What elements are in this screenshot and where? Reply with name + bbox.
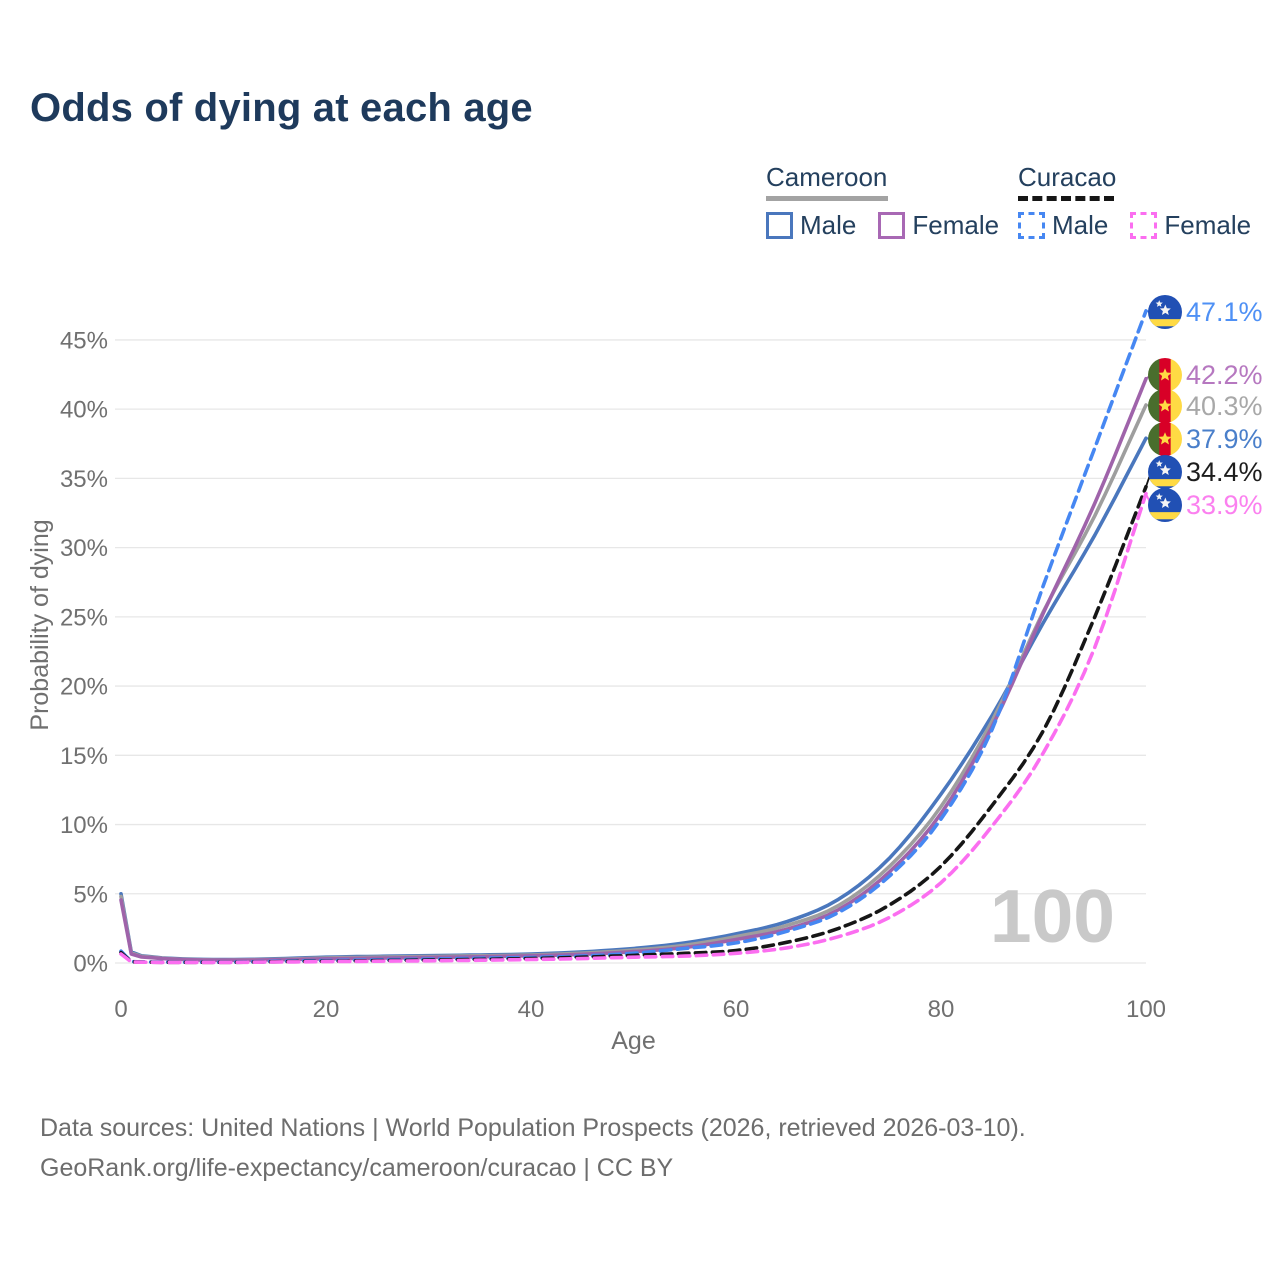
star-shape bbox=[1155, 460, 1163, 467]
page-title: Odds of dying at each age bbox=[30, 86, 533, 130]
end-label-cameroon-female: 42.2% bbox=[1186, 360, 1263, 390]
y-tick-label: 40% bbox=[60, 397, 108, 424]
series-line-curacao-female[interactable] bbox=[119, 491, 1148, 965]
end-label-curacao-all: 34.4% bbox=[1186, 457, 1263, 487]
y-tick-label: 0% bbox=[73, 951, 108, 978]
line-swatch-icon bbox=[1018, 212, 1045, 239]
y-tick-label: 30% bbox=[60, 535, 108, 562]
legend-item-label: Female bbox=[1164, 210, 1252, 240]
x-tick-label: 20 bbox=[313, 996, 340, 1023]
x-tick-label: 60 bbox=[723, 996, 750, 1023]
x-tick-label: 100 bbox=[1126, 996, 1166, 1023]
star-shape bbox=[1159, 464, 1171, 475]
legend-group-cameroon-name: Cameroon bbox=[766, 162, 888, 192]
x-tick-label: 0 bbox=[114, 996, 127, 1023]
line-swatch-icon bbox=[1130, 212, 1158, 239]
star-shape bbox=[1158, 432, 1172, 445]
end-label-cameroon-male: 37.9% bbox=[1186, 424, 1263, 454]
y-tick-label: 25% bbox=[60, 604, 108, 631]
legend-group-curacao-name: Curacao bbox=[1018, 162, 1117, 192]
star-shape bbox=[1155, 493, 1163, 500]
star-shape bbox=[1158, 399, 1172, 412]
y-tick-label: 10% bbox=[60, 812, 108, 839]
series-line-cameroon-female[interactable] bbox=[119, 376, 1148, 963]
x-tick-label: 40 bbox=[518, 996, 545, 1023]
star-shape bbox=[1159, 497, 1171, 508]
legend-item-cameroon-male[interactable]: Male bbox=[766, 210, 856, 241]
star-shape bbox=[1158, 368, 1172, 381]
y-tick-label: 45% bbox=[60, 327, 108, 354]
end-label-cameroon-all: 40.3% bbox=[1186, 391, 1263, 421]
end-label-curacao-male: 47.1% bbox=[1186, 297, 1263, 327]
y-tick-label: 15% bbox=[60, 743, 108, 770]
legend-item-cameroon-female[interactable]: Female bbox=[878, 210, 999, 241]
star-shape bbox=[1159, 304, 1171, 315]
y-tick-label: 20% bbox=[60, 674, 108, 701]
legend-group-curacao: Curacao Male Female bbox=[1018, 162, 1251, 241]
flag-icon-cameroon bbox=[1148, 389, 1182, 423]
legend-group-cameroon: Cameroon Male Female bbox=[766, 162, 999, 241]
end-label-curacao-female: 33.9% bbox=[1186, 490, 1263, 520]
footer-attribution: GeoRank.org/life-expectancy/cameroon/cur… bbox=[40, 1154, 674, 1182]
line-swatch-icon bbox=[766, 212, 793, 239]
flag-icon-curacao bbox=[1148, 295, 1182, 329]
flag-icon-curacao bbox=[1148, 488, 1182, 522]
line-swatch-icon bbox=[878, 212, 906, 239]
legend-item-label: Male bbox=[800, 210, 857, 240]
legend-item-label: Female bbox=[912, 210, 1000, 240]
cameroon-solid-line-swatch bbox=[766, 196, 888, 201]
legend-item-curacao-male[interactable]: Male bbox=[1018, 210, 1108, 241]
flag-icon-curacao bbox=[1148, 455, 1182, 489]
watermark-age: 100 bbox=[990, 874, 1115, 958]
x-axis-title: Age bbox=[611, 1027, 655, 1055]
footer-data-sources: Data sources: United Nations | World Pop… bbox=[40, 1114, 1026, 1142]
flag-icon-cameroon bbox=[1148, 422, 1182, 456]
flag-icon-cameroon bbox=[1148, 358, 1182, 392]
x-tick-label: 80 bbox=[928, 996, 955, 1023]
curacao-dashed-line-swatch bbox=[1018, 196, 1114, 201]
y-axis-title: Probability of dying bbox=[26, 519, 54, 730]
star-shape bbox=[1155, 300, 1163, 307]
footer: Data sources: United Nations | World Pop… bbox=[40, 1108, 1026, 1188]
y-tick-label: 5% bbox=[73, 881, 108, 908]
legend-item-label: Male bbox=[1052, 210, 1109, 240]
y-tick-label: 35% bbox=[60, 466, 108, 493]
legend-item-curacao-female[interactable]: Female bbox=[1130, 210, 1251, 241]
